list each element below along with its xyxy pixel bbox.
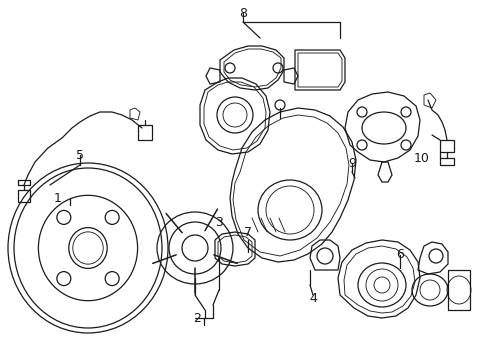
Text: 9: 9 (347, 157, 355, 170)
Text: 7: 7 (244, 225, 251, 239)
Text: 5: 5 (76, 149, 84, 162)
Text: 3: 3 (215, 216, 223, 229)
Text: 2: 2 (193, 311, 201, 324)
Text: 6: 6 (395, 248, 403, 261)
Text: 8: 8 (239, 6, 246, 19)
Text: 4: 4 (308, 292, 316, 305)
Text: 1: 1 (54, 192, 62, 204)
Text: 10: 10 (413, 152, 429, 165)
